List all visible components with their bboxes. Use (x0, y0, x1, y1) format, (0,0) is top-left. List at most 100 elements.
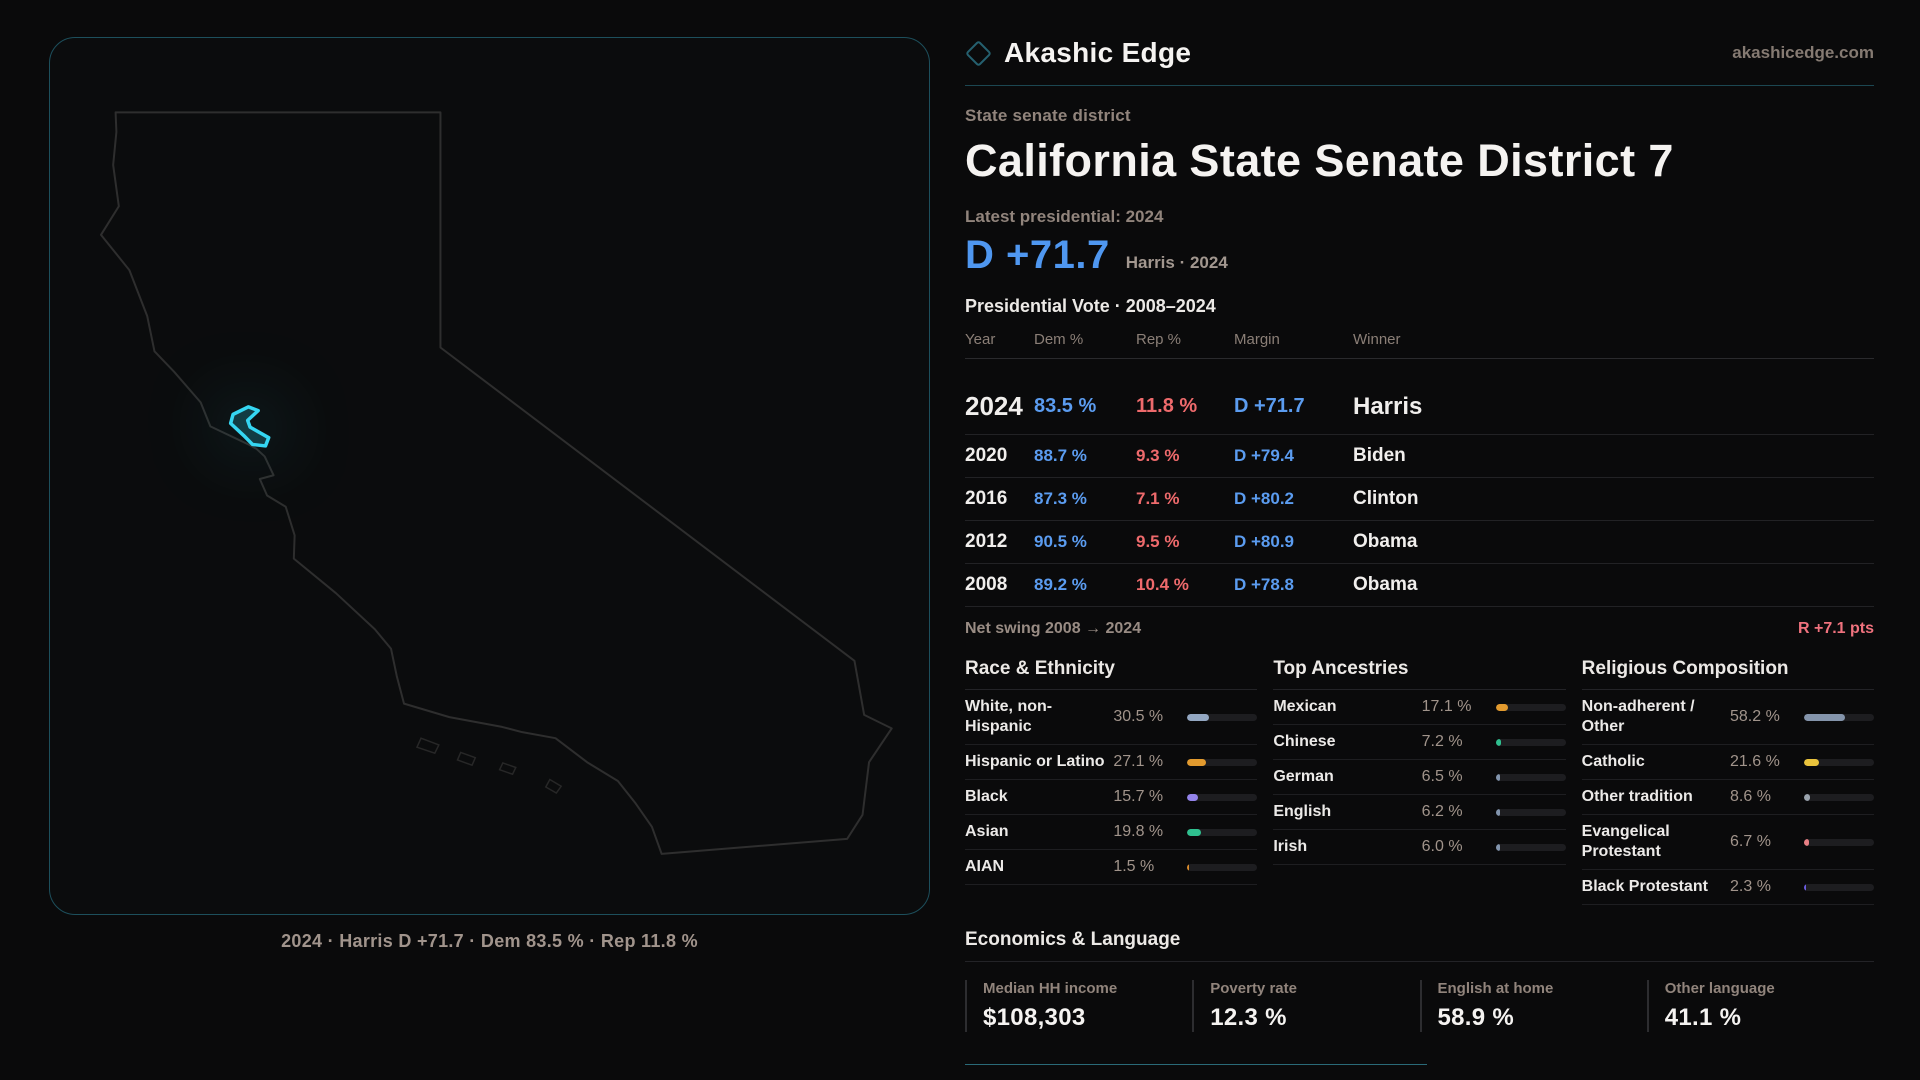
demo-section-religion: Religious Composition Non-adherent / Othe… (1581, 658, 1874, 905)
cell-margin: D +80.2 (1234, 489, 1295, 508)
stat-cell: Other language 41.1 % (1646, 980, 1874, 1032)
margin-context: Harris · 2024 (1125, 253, 1228, 272)
demo-value: 1.5 % (1113, 858, 1155, 875)
demo-value: 30.5 % (1113, 708, 1164, 725)
demo-row: Asian 19.8 % (965, 815, 1258, 850)
latest-presidential-label: Latest presidential: 2024 (965, 207, 1164, 226)
demo-label: English (1273, 803, 1332, 820)
table-row-2012: 2012 90.5 % 9.5 % D +80.9 Obama (965, 521, 1874, 564)
demo-label: Hispanic or Latino (965, 753, 1105, 770)
mini-bar-track (1804, 758, 1874, 766)
mini-bar-fill (1495, 738, 1501, 746)
net-swing-label: Net swing 2008 → 2024 (965, 620, 1142, 637)
cell-dem-pct: 87.3 % (1034, 489, 1087, 508)
demo-row: Chinese 7.2 % (1273, 725, 1566, 760)
economics-title: Economics & Language (965, 929, 1874, 962)
table-row-2024: 2024 83.5 % 11.8 % D +71.7 Harris (965, 379, 1874, 435)
mini-bar-track (1495, 808, 1566, 816)
demo-label: German (1273, 768, 1334, 785)
cell-year: 2016 (965, 488, 1008, 509)
mini-bar-track (1187, 758, 1258, 766)
stat-label: Other language (1664, 980, 1775, 997)
mini-bar-fill (1804, 838, 1809, 846)
demo-value: 15.7 % (1113, 788, 1164, 805)
cell-margin: D +78.8 (1234, 575, 1295, 594)
demo-value: 7.2 % (1421, 733, 1463, 750)
demo-label: Chinese (1273, 733, 1336, 750)
stat-value: 58.9 % (1437, 1004, 1515, 1031)
stat-cell: Poverty rate 12.3 % (1192, 980, 1419, 1032)
demo-row: Hispanic or Latino 27.1 % (965, 745, 1258, 780)
mini-bar-fill (1187, 793, 1199, 801)
demo-label: Irish (1273, 838, 1308, 855)
table-body: 2024 83.5 % 11.8 % D +71.7 Harris 2020 88.7 % 9… (965, 379, 1874, 607)
cell-rep-pct: 10.4 % (1136, 575, 1189, 594)
mini-bar-fill (1804, 883, 1806, 891)
mini-bar-fill (1187, 828, 1202, 836)
demo-row: Black 15.7 % (965, 780, 1258, 815)
demo-label: Evangelical Protestant (1581, 823, 1670, 860)
demo-value: 6.2 % (1421, 803, 1463, 820)
demo-label: Black (965, 788, 1008, 805)
report-header: Akashic Edge akashicedge.com (965, 37, 1874, 86)
cell-dem-pct: 83.5 % (1034, 395, 1097, 417)
mini-bar-fill (1804, 713, 1845, 721)
stat-value: 12.3 % (1210, 1004, 1287, 1031)
brand: Akashic Edge (965, 37, 1191, 69)
mini-bar-fill (1187, 863, 1190, 871)
mini-bar-track (1495, 703, 1566, 711)
cell-year: 2008 (965, 574, 1008, 595)
presidential-vote-table: Year Dem % Rep % Margin Winner 2024 83.5 % 11.… (965, 331, 1874, 607)
column-header: Winner (1353, 331, 1401, 348)
california-map (50, 38, 929, 914)
table-title: Presidential Vote · 2008–2024 (965, 296, 1216, 316)
stat-cell: Median HH income $108,303 (965, 980, 1192, 1032)
mini-bar-track (1187, 863, 1258, 871)
mini-bar-track (1804, 883, 1874, 891)
cell-dem-pct: 88.7 % (1034, 446, 1087, 465)
cell-rep-pct: 9.5 % (1136, 532, 1180, 551)
brand-domain-link[interactable]: akashicedge.com (1732, 43, 1874, 62)
cell-margin: D +79.4 (1234, 446, 1295, 465)
district-report: Akashic Edge akashicedge.com State senat… (965, 37, 1874, 1080)
map-caption: 2024 · Harris D +71.7 · Dem 83.5 % · Rep… (281, 931, 698, 951)
demo-row: Evangelical Protestant 6.7 % (1581, 815, 1874, 870)
stat-value: 41.1 % (1664, 1004, 1742, 1031)
cell-winner: Obama (1353, 574, 1418, 595)
demo-row: AIAN 1.5 % (965, 850, 1258, 885)
demo-row: German 6.5 % (1273, 760, 1566, 795)
demo-label: Black Protestant (1581, 878, 1708, 895)
mini-bar-fill (1804, 758, 1820, 766)
california-outline (101, 112, 892, 854)
table-row-2020: 2020 88.7 % 9.3 % D +79.4 Biden (965, 435, 1874, 478)
mini-bar-fill (1495, 773, 1501, 781)
cell-margin: D +71.7 (1234, 395, 1305, 417)
net-swing-row: Net swing 2008 → 2024 R +7.1 pts (965, 620, 1874, 638)
headline-margin: D +71.7 Harris · 2024 (965, 233, 1874, 278)
net-swing-value: R +7.1 pts (1797, 620, 1874, 637)
map-panel[interactable] (49, 37, 930, 915)
demo-row: English 6.2 % (1273, 795, 1566, 830)
stat-cell: English at home 58.9 % (1419, 980, 1647, 1032)
mini-bar-fill (1804, 793, 1811, 801)
table-row-2008: 2008 89.2 % 10.4 % D +78.8 Obama (965, 564, 1874, 607)
demo-label: Catholic (1581, 753, 1645, 770)
cell-rep-pct: 9.3 % (1136, 446, 1180, 465)
margin-value: D +71.7 (965, 233, 1110, 277)
table-row-2016: 2016 87.3 % 7.1 % D +80.2 Clinton (965, 478, 1874, 521)
page-title: California State Senate District 7 (965, 135, 1674, 186)
footer-divider (965, 1064, 1427, 1065)
cell-winner: Obama (1353, 531, 1418, 552)
cell-dem-pct: 89.2 % (1034, 575, 1087, 594)
channel-islands (417, 738, 561, 793)
mini-bar-track (1187, 713, 1258, 721)
report-footer: Sources: Akashic Edge elections database… (965, 1064, 1874, 1080)
column-header: Margin (1234, 331, 1280, 348)
column-header: Dem % (1034, 331, 1084, 348)
demo-value: 2.3 % (1730, 878, 1771, 895)
demo-label: Mexican (1273, 698, 1337, 715)
demo-label: Other tradition (1581, 788, 1693, 805)
table-header-row: Year Dem % Rep % Margin Winner (965, 331, 1874, 359)
district-highlight[interactable] (231, 407, 269, 446)
